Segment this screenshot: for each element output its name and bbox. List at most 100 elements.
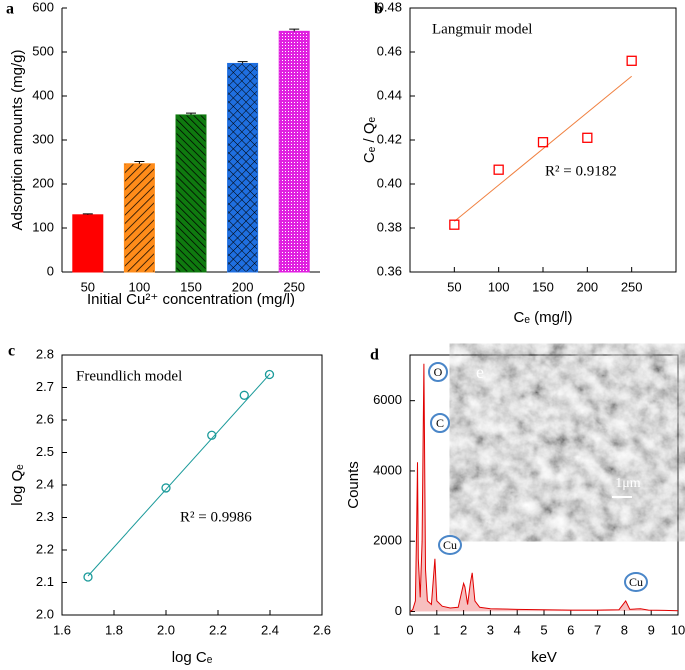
annotation: R² = 0.9182 [545, 163, 617, 179]
x-tick-label: 10 [671, 622, 685, 637]
peak-label: C [436, 416, 444, 430]
x-tick-label: 100 [129, 279, 151, 294]
x-tick-label: 5 [540, 622, 547, 637]
x-tick-label: 3 [487, 622, 494, 637]
marker [207, 430, 217, 440]
panel-letter: d [370, 347, 379, 364]
y-tick-label: 0.36 [377, 263, 402, 278]
marker [264, 369, 275, 380]
peak-label: Cu [443, 538, 457, 552]
marker [582, 132, 593, 143]
x-tick-label: 2.4 [261, 622, 279, 637]
x-axis-label: Initial Cu²⁺ concentration (mg/l) [87, 291, 295, 308]
y-tick-label: 6000 [373, 392, 402, 407]
y-tick-label: 2.4 [36, 476, 54, 491]
peak-label: O [434, 365, 443, 379]
x-tick-label: 250 [283, 279, 305, 294]
inset-image [470, 360, 672, 525]
callout [438, 535, 462, 555]
fit-line [454, 75, 632, 222]
bar [175, 114, 207, 273]
axes-frame [61, 354, 323, 616]
marker [239, 390, 249, 400]
x-tick-label: 100 [488, 279, 510, 294]
callout [428, 362, 448, 382]
axes-frame [409, 7, 677, 273]
spectrum [409, 363, 679, 612]
panel-letter: c [8, 343, 15, 360]
x-axis-label: log Cₑ [172, 649, 213, 666]
y-tick-label: 2.3 [36, 509, 54, 524]
annotation: R² = 0.9986 [180, 509, 252, 525]
error-bar [237, 61, 248, 64]
y-tick-label: 2000 [373, 533, 402, 548]
panel-letter: a [6, 1, 14, 18]
x-tick-label: 2.2 [209, 622, 227, 637]
x-tick-label: 1 [433, 622, 440, 637]
y-axis-label: log Qₑ [9, 464, 26, 506]
error-bar [82, 213, 93, 215]
y-axis-label: Adsorption amounts (mg/g) [9, 50, 26, 231]
marker [537, 137, 549, 148]
bar [278, 30, 310, 273]
y-tick-label: 0.44 [377, 87, 402, 102]
y-axis-label: Cₑ / Qₑ [361, 117, 378, 164]
y-tick-label: 500 [32, 43, 54, 58]
error-bar [134, 161, 145, 164]
y-axis-label: Counts [345, 461, 362, 509]
x-tick-label: 1.6 [53, 622, 71, 637]
y-tick-label: 100 [32, 219, 54, 234]
callout [624, 572, 648, 592]
x-tick-label: 200 [576, 279, 598, 294]
y-tick-label: 2.8 [36, 346, 54, 361]
fit-line [87, 373, 271, 577]
annotation: Freundlich model [76, 368, 182, 384]
y-tick-label: 600 [32, 0, 54, 14]
callout [430, 413, 450, 433]
x-tick-label: 50 [447, 279, 461, 294]
marker [449, 219, 460, 230]
y-tick-label: 2.0 [36, 606, 54, 621]
panel: a 0 100 200 300 400 500 600 Initial Cu²⁺ concent… [6, 0, 320, 308]
panel: b 0.36 0.38 0.40 0.42 0.44 0.46 0.48 50 100 150 200… [361, 0, 677, 326]
y-tick-label: 2.7 [36, 379, 54, 394]
panel: d 0 2000 4000 6000 0 1 2 3 4 5 6 7 8 9 10 keV Counts e 1μm O… [345, 347, 685, 666]
peak-label: Cu [629, 575, 643, 589]
x-tick-label: 2.0 [157, 622, 175, 637]
panel: c 2.0 2.1 2.2 2.3 2.4 2.5 2.6 2.7 2.8 1.6 1.8 2.0 2.2… [8, 343, 331, 666]
y-tick-label: 400 [32, 87, 54, 102]
error-bar [186, 112, 196, 115]
y-tick-label: 0.38 [377, 219, 402, 234]
x-tick-label: 150 [532, 279, 554, 294]
x-tick-label: 4 [514, 622, 521, 637]
y-tick-label: 0.46 [377, 43, 402, 58]
y-tick-label: 200 [32, 175, 54, 190]
x-axis-label: keV [531, 649, 557, 666]
marker [161, 483, 171, 493]
x-tick-label: 0 [406, 622, 413, 637]
y-tick-label: 0 [395, 603, 402, 618]
error-bar [289, 28, 300, 32]
x-tick-label: 250 [621, 279, 643, 294]
annotation: Langmuir model [432, 21, 532, 37]
y-tick-label: 2.6 [36, 411, 54, 426]
x-tick-label: 2.6 [313, 622, 331, 637]
marker [83, 572, 93, 582]
x-tick-label: 200 [232, 279, 254, 294]
y-tick-label: 4000 [373, 462, 402, 477]
scale-bar-label: 1μm [615, 476, 641, 491]
x-tick-label: 1.8 [105, 622, 123, 637]
x-tick-label: 7 [594, 622, 601, 637]
x-axis-label: Cₑ (mg/l) [514, 309, 573, 326]
bar [72, 214, 104, 273]
bar [123, 163, 155, 273]
marker [493, 164, 504, 175]
bar [227, 62, 259, 273]
y-tick-label: 300 [32, 131, 54, 146]
y-tick-label: 0 [47, 263, 54, 278]
y-tick-label: 0.40 [377, 175, 402, 190]
marker [626, 55, 637, 66]
panel-letter: b [374, 1, 383, 18]
x-tick-label: 50 [81, 279, 95, 294]
